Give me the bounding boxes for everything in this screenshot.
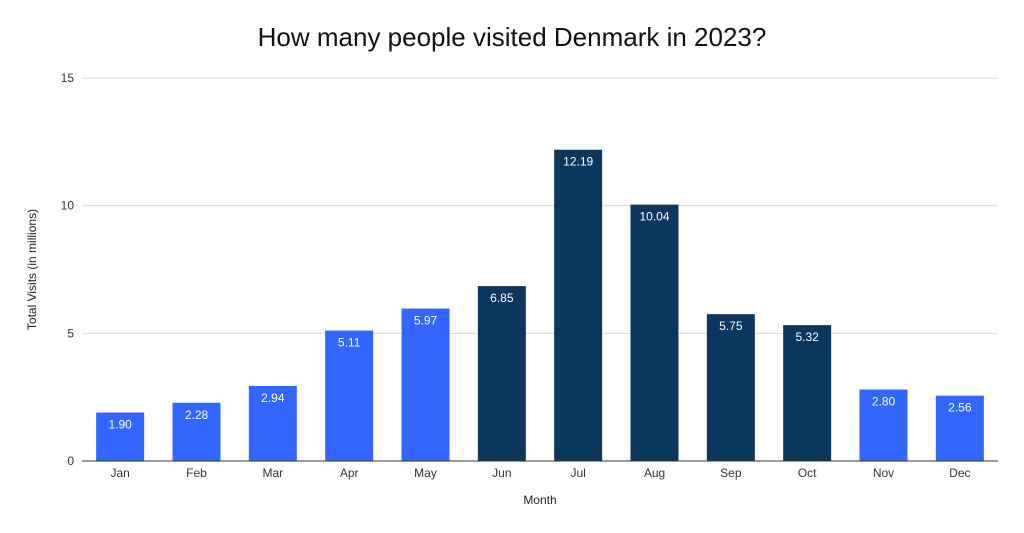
y-tick-label: 15 (61, 71, 75, 85)
y-axis-title: Total Visits (in millions) (25, 209, 39, 330)
bar-value-label: 2.28 (185, 408, 209, 422)
bar-dec (935, 395, 984, 461)
bar-oct (783, 325, 832, 461)
y-tick-label: 10 (61, 199, 75, 213)
bar-sep (706, 314, 755, 461)
x-tick-label: Aug (644, 466, 665, 480)
bar-jun (477, 286, 526, 461)
bar-value-label: 5.32 (795, 330, 819, 344)
bar-value-label: 5.11 (338, 336, 361, 350)
bar-jan (96, 412, 145, 461)
x-tick-label: Apr (340, 466, 359, 480)
x-tick-label: May (414, 466, 437, 480)
x-tick-label: Jul (570, 466, 585, 480)
bar-value-label: 6.85 (490, 291, 514, 305)
x-tick-label: Mar (262, 466, 283, 480)
bar-apr (325, 330, 374, 461)
x-axis-title: Month (523, 493, 556, 507)
bar-value-label: 2.80 (872, 395, 896, 409)
x-tick-label: Jan (110, 466, 129, 480)
bar-value-label: 12.19 (563, 155, 593, 169)
x-tick-label: Sep (720, 466, 742, 480)
bar-value-label: 1.90 (108, 417, 132, 431)
bar-value-label: 10.04 (639, 210, 669, 224)
chart-title: How many people visited Denmark in 2023? (257, 22, 767, 52)
bar-jul (554, 149, 603, 462)
bar-value-label: 2.56 (948, 401, 972, 415)
x-tick-label: Nov (873, 466, 894, 480)
y-tick-label: 5 (67, 326, 74, 340)
bar-feb (172, 402, 221, 461)
y-tick-label: 0 (67, 454, 74, 468)
bar-value-label: 2.94 (261, 391, 285, 405)
x-tick-label: Feb (186, 466, 207, 480)
bar-may (401, 308, 450, 461)
bar-mar (248, 385, 297, 461)
x-tick-label: Dec (949, 466, 970, 480)
bar-aug (630, 204, 679, 462)
x-tick-label: Oct (798, 466, 817, 480)
bar-value-label: 5.75 (719, 319, 743, 333)
bar-nov (859, 389, 908, 461)
x-tick-label: Jun (492, 466, 511, 480)
bar-value-label: 5.97 (414, 314, 438, 328)
